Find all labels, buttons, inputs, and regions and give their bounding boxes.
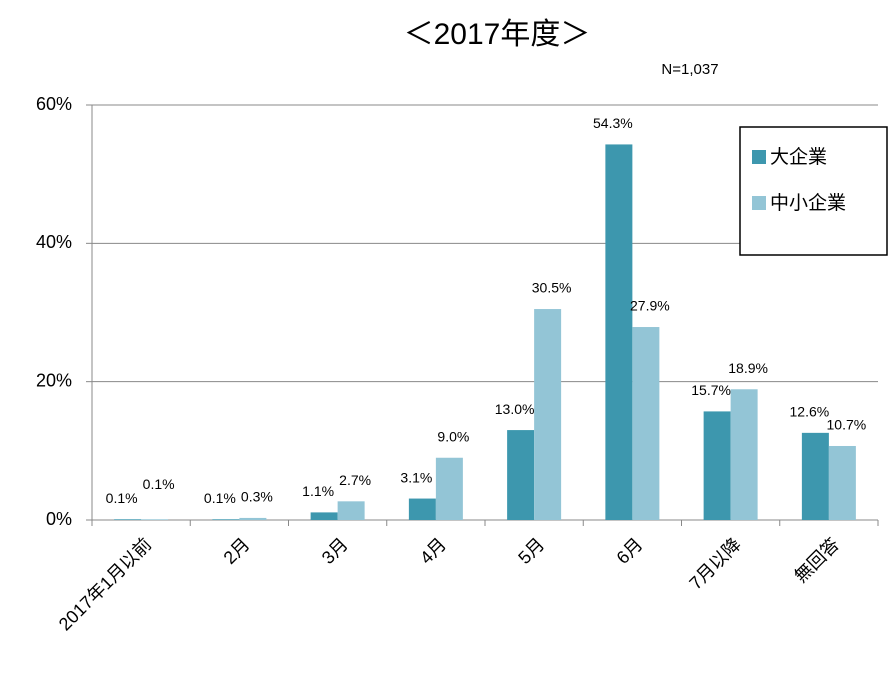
data-label: 18.9%	[728, 360, 768, 376]
bar	[408, 498, 436, 520]
y-tick-label: 60%	[36, 94, 72, 114]
bar	[534, 309, 562, 520]
x-tick-label: 3月	[318, 534, 352, 568]
legend-swatch	[752, 196, 766, 210]
x-tick-label: 6月	[613, 534, 647, 568]
sample-size: N=1,037	[661, 61, 718, 78]
y-tick-label: 20%	[36, 370, 72, 390]
bar	[730, 389, 758, 520]
bar	[632, 327, 660, 520]
data-label: 0.1%	[204, 490, 236, 506]
x-tick-label: 2017年1月以前	[55, 534, 155, 634]
bar	[141, 519, 169, 520]
bar	[703, 411, 731, 520]
x-tick-label: 2月	[220, 534, 254, 568]
data-label: 9.0%	[437, 428, 469, 444]
data-label: 0.3%	[241, 489, 273, 505]
chart-title: ＜2017年度＞	[404, 18, 591, 51]
data-label: 1.1%	[302, 483, 334, 499]
x-tick-label: 7月以降	[685, 534, 744, 593]
data-label: 2.7%	[339, 472, 371, 488]
bar	[239, 517, 267, 520]
bar	[337, 501, 365, 520]
bar	[212, 519, 240, 520]
data-label: 15.7%	[691, 382, 731, 398]
legend-box	[739, 126, 888, 256]
bar	[310, 512, 338, 520]
data-label: 13.0%	[495, 401, 535, 417]
bar	[114, 519, 142, 520]
bar	[828, 445, 856, 520]
legend-label: 中小企業	[770, 192, 846, 214]
data-label: 0.1%	[106, 490, 138, 506]
data-label: 3.1%	[400, 469, 432, 485]
x-tick-label: 5月	[514, 534, 548, 568]
bar	[801, 432, 829, 520]
x-tick-label: 無回答	[791, 534, 843, 586]
data-label: 27.9%	[630, 298, 670, 314]
data-label: 0.1%	[143, 476, 175, 492]
data-label: 10.7%	[827, 417, 867, 433]
legend-swatch	[752, 150, 766, 164]
data-label: 30.5%	[532, 280, 572, 296]
y-tick-label: 40%	[36, 232, 72, 252]
bar	[605, 144, 633, 521]
bar	[435, 457, 463, 520]
x-tick-label: 4月	[416, 534, 450, 568]
bar	[507, 430, 535, 520]
y-tick-label: 0%	[46, 509, 72, 529]
data-label: 54.3%	[593, 115, 633, 131]
legend-label: 大企業	[770, 146, 827, 168]
data-label: 12.6%	[790, 404, 830, 420]
